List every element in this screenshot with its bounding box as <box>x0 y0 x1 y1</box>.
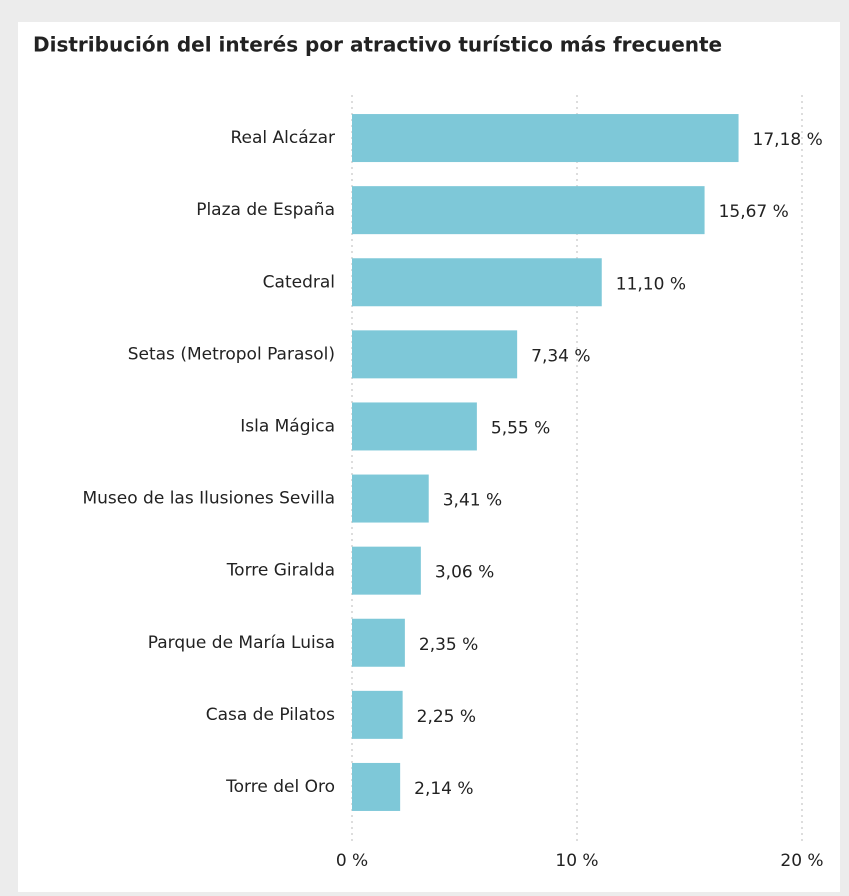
value-label: 3,06 % <box>435 563 494 583</box>
x-tick-label: 0 % <box>336 851 368 871</box>
y-tick-label: Torre del Oro <box>225 777 335 797</box>
bar <box>352 330 518 379</box>
value-label: 2,14 % <box>414 779 473 799</box>
y-tick-label: Torre Giralda <box>226 561 335 581</box>
y-tick-label: Parque de María Luisa <box>148 633 335 653</box>
panel <box>18 22 840 892</box>
value-label: 11,10 % <box>616 274 686 294</box>
chart-title: Distribución del interés por atractivo t… <box>33 33 722 57</box>
y-tick-label: Casa de Pilatos <box>206 705 335 725</box>
bar <box>352 474 429 523</box>
value-label: 7,34 % <box>531 346 590 366</box>
bar <box>352 546 421 595</box>
x-tick-label: 20 % <box>780 851 823 871</box>
value-label: 3,41 % <box>443 491 502 511</box>
value-label: 5,55 % <box>491 418 550 438</box>
y-tick-label: Plaza de España <box>196 200 335 220</box>
value-label: 2,35 % <box>419 635 478 655</box>
bar <box>352 762 401 811</box>
bar <box>352 258 602 307</box>
bar <box>352 186 705 235</box>
value-label: 17,18 % <box>753 130 823 150</box>
y-tick-label: Real Alcázar <box>231 128 336 148</box>
value-label: 2,25 % <box>417 707 476 727</box>
y-tick-label: Catedral <box>263 272 335 292</box>
x-tick-label: 10 % <box>555 851 598 871</box>
bar <box>352 618 405 667</box>
y-tick-label: Museo de las Ilusiones Sevilla <box>82 489 335 509</box>
value-label: 15,67 % <box>719 202 789 222</box>
bar <box>352 114 739 163</box>
y-tick-label: Setas (Metropol Parasol) <box>128 344 335 364</box>
y-tick-label: Isla Mágica <box>240 416 335 436</box>
bar <box>352 402 477 451</box>
bar <box>352 690 403 739</box>
